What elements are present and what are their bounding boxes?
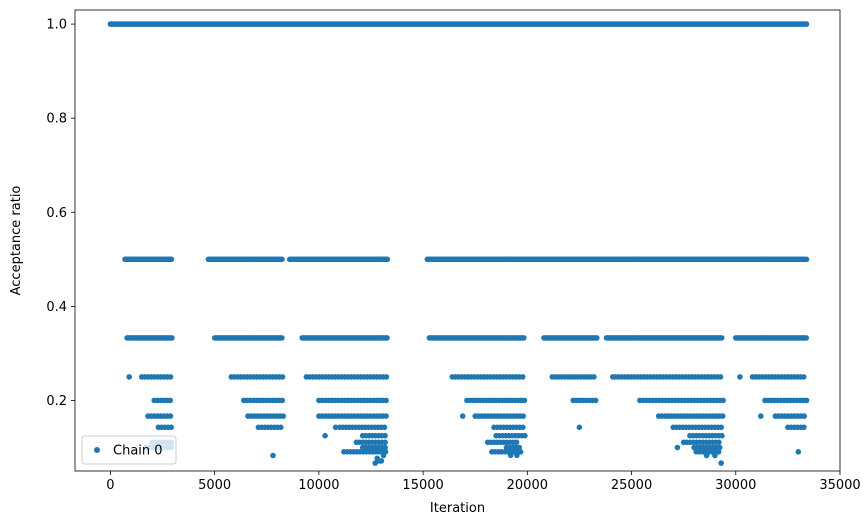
data-point [592, 397, 599, 404]
data-point [380, 452, 387, 459]
y-tick-label: 0.6 [46, 206, 67, 221]
data-point [718, 335, 725, 341]
data-point [591, 374, 597, 380]
data-point [383, 413, 389, 419]
data-point [167, 374, 174, 380]
legend: Chain 0 [81, 435, 177, 465]
data-point [522, 432, 528, 439]
x-tick-label: 25000 [611, 478, 652, 493]
data-point [519, 374, 526, 380]
data-point [168, 256, 175, 263]
data-point [169, 335, 175, 341]
data-point [270, 452, 276, 459]
data-point [167, 397, 173, 404]
data-point [459, 413, 466, 419]
data-point [516, 444, 523, 451]
data-point [715, 449, 722, 455]
data-point [322, 432, 328, 439]
legend-marker [94, 447, 100, 453]
data-point [381, 424, 388, 431]
data-point [374, 455, 381, 462]
data-point [610, 374, 616, 380]
data-point [718, 460, 724, 466]
y-tick-label: 1.0 [46, 18, 67, 33]
data-point [383, 397, 389, 404]
legend-box [81, 435, 177, 465]
data-point [384, 335, 390, 341]
data-point [514, 452, 520, 459]
axis-ticks: 0 5000 10000 15000 20000 25000 30000 35000 0.2 0.… [46, 18, 860, 493]
x-tick-label: 5000 [198, 478, 231, 493]
data-point [279, 397, 286, 404]
data-point [168, 424, 174, 431]
data-point [521, 397, 528, 404]
data-point [703, 452, 710, 459]
data-point [803, 335, 809, 341]
data-point [717, 374, 724, 380]
data-point [279, 256, 285, 263]
data-point [674, 444, 681, 451]
data-point [382, 432, 388, 439]
x-tick-label: 15000 [402, 478, 443, 493]
data-point [795, 449, 802, 455]
legend-label: Chain 0 [113, 444, 163, 459]
data-point [719, 432, 725, 439]
data-point [280, 413, 287, 419]
data-point [279, 335, 285, 341]
x-tick-label: 20000 [507, 478, 548, 493]
y-tick-label: 0.8 [46, 112, 67, 127]
data-point [126, 374, 132, 380]
data-point [803, 256, 810, 263]
data-point [716, 444, 723, 451]
x-tick-label: 30000 [715, 478, 756, 493]
data-point [594, 335, 600, 341]
data-point [520, 413, 526, 419]
x-axis-label: Iteration [430, 501, 485, 516]
data-point [712, 452, 718, 459]
data-point [332, 424, 339, 431]
data-point [716, 439, 722, 446]
y-tick-label: 0.2 [46, 394, 67, 409]
data-point [517, 449, 524, 455]
data-point [803, 397, 810, 404]
data-point [803, 21, 810, 27]
data-point [167, 413, 174, 419]
x-tick-label: 35000 [819, 478, 860, 493]
data-point [278, 424, 284, 431]
data-point [758, 413, 764, 419]
data-point [800, 374, 807, 380]
data-point [719, 413, 726, 419]
data-point [507, 452, 514, 459]
data-point [521, 335, 527, 341]
data-point [384, 256, 391, 263]
data-point [718, 424, 724, 431]
data-point [382, 439, 389, 446]
data-point [520, 424, 526, 431]
data-point [720, 397, 726, 404]
data-point [801, 424, 807, 431]
data-point [576, 424, 583, 431]
y-axis-label: Acceptance ratio [9, 186, 24, 296]
data-point [513, 439, 520, 446]
data-point [801, 413, 807, 419]
data-point [737, 374, 743, 380]
y-tick-label: 0.4 [46, 300, 67, 315]
data-point [383, 374, 390, 380]
plot-frame [74, 9, 841, 472]
data-point [382, 444, 388, 451]
data-points [107, 21, 810, 466]
x-tick-label: 0 [106, 478, 114, 493]
x-tick-label: 10000 [298, 478, 339, 493]
data-point [279, 374, 286, 380]
data-point [372, 460, 379, 466]
data-point [378, 458, 385, 464]
